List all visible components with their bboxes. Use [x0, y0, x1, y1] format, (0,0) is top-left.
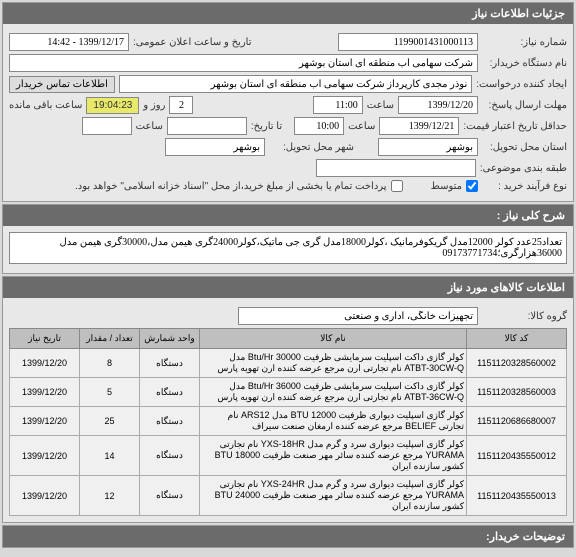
cell-qty: 5 — [80, 378, 140, 407]
cell-code: 1151120435550012 — [467, 436, 567, 476]
medium-checkbox[interactable] — [466, 180, 478, 192]
cell-name: کولر گازی داکت اسپلیت سرمایشی ظرفیت Btu/… — [200, 378, 467, 407]
cell-qty: 14 — [80, 436, 140, 476]
day-word: روز و — [143, 100, 165, 111]
description-panel-body — [3, 226, 573, 273]
cell-code: 1151120686680007 — [467, 407, 567, 436]
cell-name: کولر گازی اسپلیت دیواری سرد و گرم مدل YX… — [200, 476, 467, 516]
row-delivery: استان محل تحویل: شهر محل تحویل: — [9, 138, 567, 156]
cell-qty: 12 — [80, 476, 140, 516]
cell-qty: 25 — [80, 407, 140, 436]
buyer-org-input[interactable] — [9, 54, 478, 72]
row-deadline: مهلت ارسال پاسخ: ساعت روز و 19:04:23 ساع… — [9, 96, 567, 114]
remaining-label: ساعت باقی مانده — [9, 100, 82, 111]
description-panel-header: شرح کلی نیاز : — [3, 205, 573, 226]
grouping-input[interactable] — [316, 159, 476, 177]
deadline-label: مهلت ارسال پاسخ: — [482, 100, 567, 111]
delivery-city-input[interactable] — [165, 138, 265, 156]
price-validity-label: حداقل تاریخ اعتبار قیمت: — [463, 121, 567, 132]
contact-button[interactable]: اطلاعات تماس خریدار — [9, 76, 115, 93]
buy-type-label: نوع فرآیند خرید : — [482, 181, 567, 192]
until-time-input[interactable] — [82, 117, 132, 135]
cell-unit: دستگاه — [140, 407, 200, 436]
table-row: 1151120686680007کولر گازی اسپلیت دیواری … — [10, 407, 567, 436]
need-desc-textarea[interactable] — [9, 232, 567, 264]
buyer-notes-panel: توضیحات خریدار: — [2, 525, 574, 548]
th-date: تاریخ نیاز — [10, 329, 80, 349]
group-label: گروه کالا: — [482, 311, 567, 322]
description-panel: شرح کلی نیاز : — [2, 204, 574, 274]
cell-date: 1399/12/20 — [10, 378, 80, 407]
cell-date: 1399/12/20 — [10, 476, 80, 516]
buyer-org-label: نام دستگاه خریدار: — [482, 58, 567, 69]
cell-qty: 8 — [80, 349, 140, 378]
cell-date: 1399/12/20 — [10, 436, 80, 476]
cell-date: 1399/12/20 — [10, 349, 80, 378]
row-buyer-org: نام دستگاه خریدار: — [9, 54, 567, 72]
table-row: 1151120328560003کولر گازی داکت اسپلیت سر… — [10, 378, 567, 407]
cell-unit: دستگاه — [140, 378, 200, 407]
th-code: کد کالا — [467, 329, 567, 349]
row-grouping: طبقه بندی موضوعی: — [9, 159, 567, 177]
cell-unit: دستگاه — [140, 476, 200, 516]
days-remaining-input — [169, 96, 193, 114]
time-word-1: ساعت — [367, 100, 394, 111]
price-time-input[interactable] — [294, 117, 344, 135]
announce-label: تاریخ و ساعت اعلان عمومی: — [133, 37, 252, 48]
cell-date: 1399/12/20 — [10, 407, 80, 436]
delivery-city-label: شهر محل تحویل: — [269, 142, 354, 153]
until-date-input[interactable] — [167, 117, 247, 135]
grouping-label: طبقه بندی موضوعی: — [480, 163, 567, 174]
deadline-date-input[interactable] — [398, 96, 478, 114]
cell-unit: دستگاه — [140, 349, 200, 378]
items-table: کد کالا نام کالا واحد شمارش تعداد / مقدا… — [9, 328, 567, 516]
table-header-row: کد کالا نام کالا واحد شمارش تعداد / مقدا… — [10, 329, 567, 349]
row-creator: ایجاد کننده درخواست: اطلاعات تماس خریدار — [9, 75, 567, 93]
row-buy-type: نوع فرآیند خرید : متوسط پرداخت تمام یا ب… — [9, 180, 567, 192]
announce-input[interactable] — [9, 33, 129, 51]
partial-pay-checkbox[interactable] — [391, 180, 403, 192]
cell-code: 1151120328560002 — [467, 349, 567, 378]
countdown-timer: 19:04:23 — [86, 97, 139, 114]
cell-name: کولر گازی داکت اسپلیت سرمایشی ظرفیت Btu/… — [200, 349, 467, 378]
row-need-number: شماره نیاز: تاریخ و ساعت اعلان عمومی: — [9, 33, 567, 51]
medium-label: متوسط — [431, 181, 462, 192]
need-number-label: شماره نیاز: — [482, 37, 567, 48]
cell-unit: دستگاه — [140, 436, 200, 476]
time-word-2: ساعت — [348, 121, 375, 132]
group-input[interactable] — [238, 307, 478, 325]
creator-panel-body: شماره نیاز: تاریخ و ساعت اعلان عمومی: نا… — [3, 24, 573, 201]
items-panel-body: گروه کالا: کد کالا نام کالا واحد شمارش ت… — [3, 298, 573, 522]
delivery-province-label: استان محل تحویل: — [482, 142, 567, 153]
items-panel-header: اطلاعات کالاهای مورد نیاز — [3, 277, 573, 298]
until-label: تا تاریخ: — [251, 121, 282, 132]
creator-panel-header: جزئیات اطلاعات نیاز — [3, 3, 573, 24]
buyer-notes-header: توضیحات خریدار: — [3, 526, 573, 547]
th-name: نام کالا — [200, 329, 467, 349]
creator-label: ایجاد کننده درخواست: — [476, 79, 567, 90]
cell-name: کولر گازی اسپلیت دیواری سرد و گرم مدل YX… — [200, 436, 467, 476]
deadline-time-input[interactable] — [313, 96, 363, 114]
th-qty: تعداد / مقدار — [80, 329, 140, 349]
delivery-province-input[interactable] — [378, 138, 478, 156]
row-price-validity: حداقل تاریخ اعتبار قیمت: ساعت تا تاریخ: … — [9, 117, 567, 135]
row-group: گروه کالا: — [9, 307, 567, 325]
partial-pay-label: پرداخت تمام یا بخشی از مبلغ خرید،از محل … — [75, 181, 387, 192]
page-root: جزئیات اطلاعات نیاز شماره نیاز: تاریخ و … — [0, 2, 576, 548]
table-row: 1151120435550013کولر گازی اسپلیت دیواری … — [10, 476, 567, 516]
creator-input[interactable] — [119, 75, 472, 93]
cell-code: 1151120328560003 — [467, 378, 567, 407]
table-row: 1151120328560002کولر گازی داکت اسپلیت سر… — [10, 349, 567, 378]
items-panel: اطلاعات کالاهای مورد نیاز گروه کالا: کد … — [2, 276, 574, 523]
table-row: 1151120435550012کولر گازی اسپلیت دیواری … — [10, 436, 567, 476]
cell-code: 1151120435550013 — [467, 476, 567, 516]
price-date-input[interactable] — [379, 117, 459, 135]
need-number-input[interactable] — [338, 33, 478, 51]
time-word-3: ساعت — [136, 121, 163, 132]
th-unit: واحد شمارش — [140, 329, 200, 349]
creator-panel: جزئیات اطلاعات نیاز شماره نیاز: تاریخ و … — [2, 2, 574, 202]
cell-name: کولر گازی اسپلیت دیواری ظرفیت BTU 12000 … — [200, 407, 467, 436]
